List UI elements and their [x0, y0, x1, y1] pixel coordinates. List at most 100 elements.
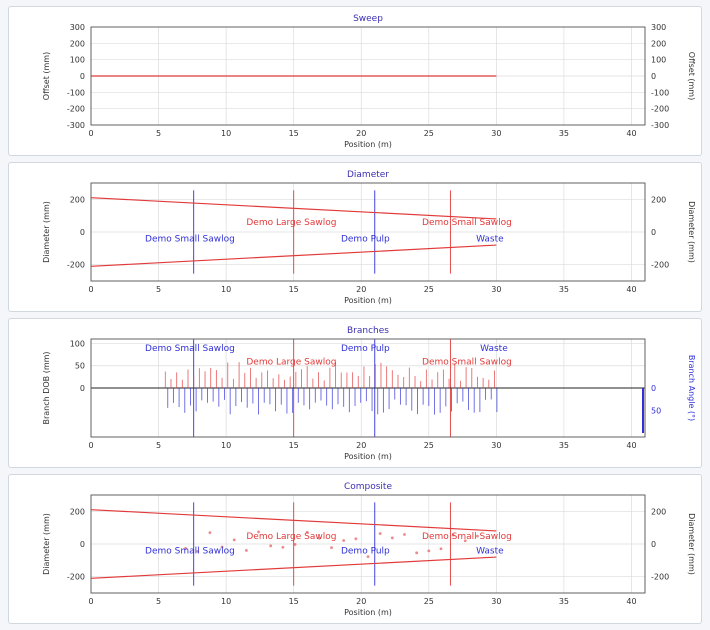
branch-dot — [317, 536, 321, 540]
composite-chart: Composite 0 5 10 15 20 25 30 35 40 200 0 -200 200 0 -20… — [42, 482, 696, 617]
x-tick-label: 10 — [221, 597, 231, 606]
x-tick-label: 25 — [424, 285, 434, 294]
segment-label: Demo Small Sawlog — [145, 344, 235, 354]
y-tick-label-left: 100 — [70, 339, 85, 348]
series-line — [91, 509, 497, 532]
branch-dot — [342, 539, 346, 542]
segment-label: Demo Large Sawlog — [246, 532, 336, 542]
branch-dot — [220, 545, 224, 549]
branch-dot — [244, 549, 248, 552]
y-axis-label-left: Branch DOB (mm) — [42, 351, 51, 424]
branch-dot — [257, 530, 260, 534]
branch-dot — [281, 545, 285, 549]
x-tick-label: 15 — [289, 597, 299, 606]
x-tick-label: 20 — [356, 441, 366, 450]
y-tick-label-right: 300 — [651, 23, 666, 32]
x-tick-label: 25 — [424, 597, 434, 606]
x-tick-label: 25 — [424, 441, 434, 450]
x-tick-label: 20 — [356, 597, 366, 606]
x-tick-label: 40 — [626, 597, 636, 606]
x-tick-label: 25 — [424, 129, 434, 138]
chart-title: Sweep — [353, 14, 383, 24]
x-tick-label: 40 — [626, 285, 636, 294]
x-tick-label: 5 — [156, 129, 161, 138]
y-tick-label-left: -200 — [67, 573, 85, 582]
y-tick-label-right: -300 — [651, 121, 669, 130]
x-tick-label: 10 — [221, 441, 231, 450]
y-tick-label-right: 200 — [651, 507, 666, 516]
branch-dot — [366, 555, 370, 559]
branch-dot — [463, 539, 467, 543]
branch-dot — [354, 537, 358, 541]
plot-frame — [90, 182, 646, 282]
branch-dot — [330, 546, 333, 550]
branch-dot — [427, 549, 431, 553]
segment-label: Demo Small Sawlog — [422, 357, 512, 367]
chart-title: Diameter — [347, 170, 389, 180]
segment-label: Waste — [476, 547, 504, 557]
x-tick-label: 5 — [156, 285, 161, 294]
diameter-chart: Diameter 0 5 10 15 20 25 30 35 40 200 0 -200 200 0 -200… — [42, 170, 696, 305]
chart-title: Composite — [344, 482, 392, 492]
y-tick-label-right: 200 — [651, 195, 666, 204]
segment-label: Demo Small Sawlog — [422, 532, 512, 542]
x-tick-label: 30 — [491, 129, 501, 138]
plot-area: Demo Small Sawlog Demo Large Sawlog Demo P… — [91, 190, 512, 274]
y-tick-label-left: -100 — [67, 88, 85, 97]
branch-dot — [184, 547, 187, 550]
x-axis-label: Position (m) — [344, 452, 392, 461]
branch-dot — [403, 533, 406, 536]
branches-panel: Branches 0 5 10 15 20 25 30 35 40 100 50 0 0 50 Positio… — [8, 318, 702, 468]
chart-title: Branches — [347, 326, 389, 336]
y-tick-label-left: 0 — [80, 384, 85, 393]
plot-frame — [90, 338, 646, 438]
x-tick-label: 0 — [88, 285, 93, 294]
y-tick-label-right: 0 — [651, 384, 656, 393]
y-tick-label-left: -200 — [67, 261, 85, 270]
branch-dot — [451, 533, 455, 537]
branch-dot — [476, 534, 479, 538]
segment-label: Waste — [476, 235, 504, 245]
y-tick-label-right: -200 — [651, 261, 669, 270]
branch-dot — [293, 543, 297, 546]
x-tick-label: 0 — [88, 597, 93, 606]
segment-label: Waste — [480, 344, 508, 354]
branch-dot — [305, 530, 309, 534]
y-axis-label-right: Diameter (mm) — [687, 201, 696, 263]
y-tick-label-left: 50 — [75, 362, 85, 371]
segment-label: Demo Pulp — [341, 235, 390, 245]
branch-dot — [208, 531, 212, 535]
segment-label: Demo Large Sawlog — [246, 218, 336, 228]
x-tick-label: 0 — [88, 129, 93, 138]
x-tick-label: 5 — [156, 597, 161, 606]
x-axis-label: Position (m) — [344, 608, 392, 617]
segment-label: Demo Small Sawlog — [145, 547, 235, 557]
segment-label: Demo Pulp — [341, 547, 390, 557]
y-tick-label-left: 200 — [70, 507, 85, 516]
y-tick-label-right: 100 — [651, 56, 666, 65]
y-tick-label-right: 50 — [651, 406, 661, 415]
branch-dot — [196, 549, 200, 553]
x-tick-label: 30 — [491, 441, 501, 450]
y-tick-label-left: 200 — [70, 39, 85, 48]
branch-dot — [439, 547, 443, 551]
y-tick-label-right: -100 — [651, 88, 669, 97]
y-tick-label-left: 100 — [70, 56, 85, 65]
diameter-panel: Diameter 0 5 10 15 20 25 30 35 40 200 0 -200 200 0 -200… — [8, 162, 702, 312]
x-tick-label: 35 — [559, 441, 569, 450]
plot-area: Demo Small Sawlog Demo Large Sawlog Demo P… — [91, 502, 512, 586]
y-tick-label-right: -200 — [651, 105, 669, 114]
x-tick-label: 15 — [289, 129, 299, 138]
plot-area: Demo Small Sawlog Demo Large Sawlog Demo P… — [91, 339, 645, 437]
y-tick-label-left: 300 — [70, 23, 85, 32]
branch-dot — [378, 532, 382, 535]
branch-dot — [390, 536, 394, 540]
x-axis-label: Position (m) — [344, 140, 392, 149]
sweep-chart: Sweep 0 5 10 15 20 25 30 35 40 300 200 100 0 -100 -200 -… — [42, 14, 696, 149]
y-tick-label-left: 0 — [80, 72, 85, 81]
y-tick-label-right: -200 — [651, 573, 669, 582]
plot-frame — [90, 494, 646, 594]
segment-label: Demo Large Sawlog — [246, 357, 336, 367]
y-axis-label-right: Offset (mm) — [687, 52, 696, 100]
branch-dot — [269, 544, 273, 548]
